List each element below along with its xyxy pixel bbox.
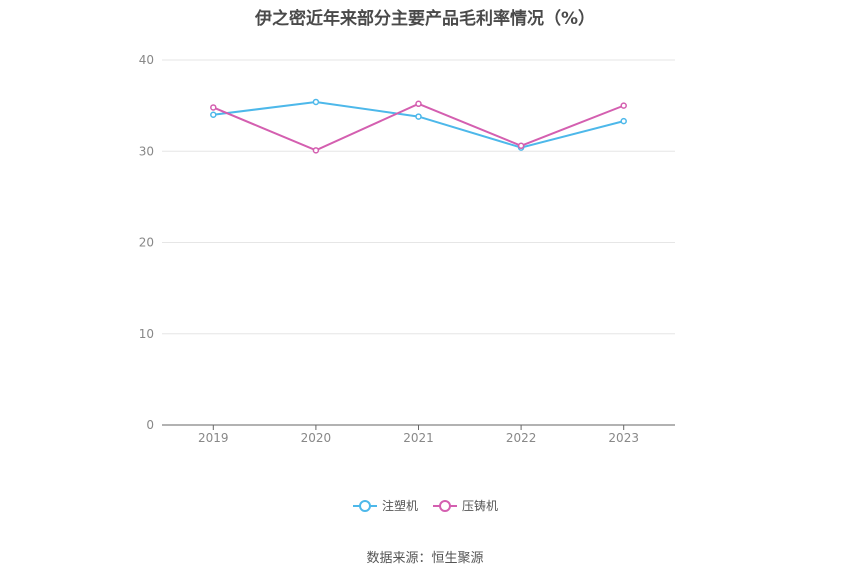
series-line — [213, 100, 624, 149]
y-axis-ticks: 0 10 20 30 40 — [139, 53, 154, 432]
source-note: 数据来源：恒生聚源 — [366, 551, 484, 566]
y-tick-label: 20 — [139, 236, 154, 250]
gridlines — [162, 59, 675, 335]
y-tick-label: 10 — [139, 327, 154, 341]
y-tick-label: 40 — [139, 53, 154, 67]
x-tick-label: 2021 — [403, 431, 434, 445]
legend-item[interactable]: 压铸机 — [432, 497, 498, 514]
y-tick-label: 30 — [139, 144, 154, 158]
data-point — [312, 147, 320, 154]
legend: 注塑机 压铸机 — [0, 497, 850, 514]
x-axis: 2019 2020 2021 2022 2023 — [162, 424, 675, 445]
series-line — [212, 102, 625, 152]
legend-label: 压铸机 — [462, 499, 499, 513]
legend-label: 注塑机 — [381, 499, 418, 513]
x-tick-label: 2019 — [198, 431, 229, 445]
legend-swatch-icon — [433, 499, 457, 512]
line-chart: 0 10 20 30 40 2019 2020 2021 2022 2023 — [139, 53, 675, 445]
data-point — [517, 142, 525, 150]
y-tick-label: 0 — [146, 418, 154, 432]
x-tick-label: 2020 — [301, 431, 332, 445]
series-lines — [210, 98, 627, 154]
chart-title: 伊之密近年来部分主要产品毛利率情况（%） — [254, 9, 596, 29]
data-point — [210, 104, 217, 111]
data-point — [210, 111, 217, 118]
legend-swatch-icon — [352, 499, 377, 512]
data-point — [415, 100, 422, 108]
legend-item[interactable]: 注塑机 — [352, 497, 418, 514]
data-point — [620, 117, 627, 125]
x-tick-label: 2023 — [608, 431, 639, 445]
x-tick-label: 2022 — [506, 431, 537, 445]
data-point — [415, 113, 422, 120]
data-point — [620, 102, 627, 109]
data-point — [312, 98, 320, 106]
